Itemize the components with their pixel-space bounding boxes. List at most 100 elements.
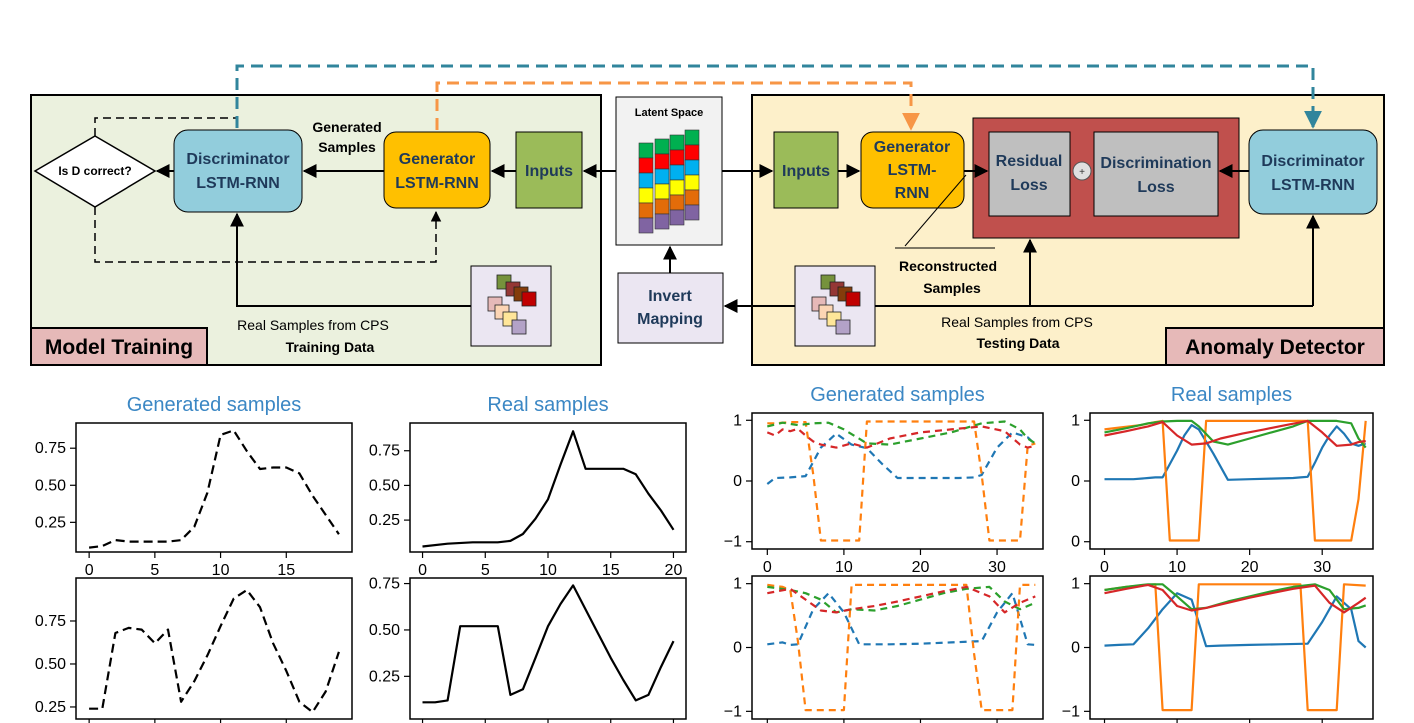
latent-cell <box>684 204 700 221</box>
y-tick-label: 1 <box>733 576 742 593</box>
x-tick-label: 15 <box>277 562 295 579</box>
chart-5: 0 10 20 30 −1 0 1 Generated samples <box>724 384 1044 576</box>
y-tick-label: 0.50 <box>35 477 66 494</box>
generated-samples-line2: Samples <box>318 139 376 155</box>
residual-loss-line1: Residual <box>996 153 1063 170</box>
training-inputs-label: Inputs <box>525 163 573 180</box>
x-tick-label: 15 <box>602 562 620 579</box>
chart-frame <box>1089 575 1374 720</box>
series-line-1 <box>1104 424 1367 481</box>
y-tick-label: 0.25 <box>369 512 400 529</box>
y-tick-label: 0 <box>1071 534 1080 551</box>
invert-mapping <box>617 272 724 344</box>
training-data-label: Training Data <box>286 339 375 355</box>
x-tick-label: 0 <box>85 562 94 579</box>
series-line-1 <box>1104 592 1367 649</box>
latent-space: Latent Space <box>615 96 723 246</box>
latent-cell <box>684 129 700 146</box>
chart-7: −1 0 1 <box>724 575 1044 723</box>
series-line-1 <box>88 429 340 549</box>
latent-cell <box>669 164 685 181</box>
residual-loss-line2: Loss <box>1010 177 1047 194</box>
chart-frame <box>409 422 687 553</box>
x-tick-label: 0 <box>418 562 427 579</box>
chart-frame <box>751 575 1044 720</box>
y-tick-label: 0.75 <box>369 443 400 460</box>
latent-grid <box>638 129 700 234</box>
chart-8: −1 0 1 <box>1062 575 1374 723</box>
series-line-4 <box>767 585 1036 614</box>
x-tick-label: 10 <box>539 562 557 579</box>
chart-3: 0.25 0.50 0.75 <box>35 577 353 723</box>
y-tick-label: −1 <box>1062 703 1080 720</box>
detector-generator-line2: LSTM- <box>888 162 937 179</box>
y-tick-label: 0 <box>1071 473 1080 490</box>
series-line-1 <box>422 584 675 704</box>
reconstructed-pointer <box>904 174 967 247</box>
discrimination-loss-box <box>1093 131 1219 217</box>
chart-frame <box>751 412 1044 550</box>
residual-loss-box <box>988 131 1071 217</box>
testing-samples-icon <box>794 265 876 347</box>
series-line-2 <box>767 420 1036 542</box>
x-tick-label: 10 <box>212 562 230 579</box>
latent-cell <box>669 179 685 196</box>
latent-cell <box>638 157 654 174</box>
latent-cell <box>669 194 685 211</box>
x-tick-label: 0 <box>763 559 772 576</box>
y-tick-label: −1 <box>724 534 742 551</box>
x-tick-label: 0 <box>1100 559 1109 576</box>
plus-circle <box>1072 161 1092 181</box>
y-tick-label: 0.75 <box>35 613 66 630</box>
plus-sign: + <box>1079 167 1085 178</box>
discrimination-loss-line1: Discrimination <box>1100 155 1211 172</box>
latent-cell <box>669 209 685 226</box>
latent-cell <box>638 172 654 189</box>
series-line-2 <box>767 583 1036 712</box>
latent-cell <box>669 134 685 151</box>
x-tick-label: 5 <box>481 562 490 579</box>
series-line-4 <box>766 425 1036 449</box>
y-tick-label: 0.50 <box>369 622 400 639</box>
training-generator-line2: LSTM-RNN <box>395 175 479 192</box>
detector-generator-line3: RNN <box>895 185 930 202</box>
decision-label: Is D correct? <box>58 164 131 178</box>
chart-6: 0 10 20 30 0 0 1 Real samples <box>1071 384 1374 576</box>
training-generator <box>383 131 491 209</box>
y-tick-label: 0.25 <box>369 668 400 685</box>
x-tick-label: 20 <box>1241 559 1259 576</box>
generator-sharing-link <box>435 81 920 131</box>
chart-1: 0 5 10 15 0.25 0.50 0.75 Generated samples <box>35 394 353 579</box>
chart-frame <box>409 577 687 720</box>
anomaly-detector-tag: Anomaly Detector <box>1165 327 1385 366</box>
detector-discriminator-line1: Discriminator <box>1261 153 1364 170</box>
y-tick-label: 0 <box>1071 640 1080 657</box>
architecture: Model Training Anomaly Detector Is D cor… <box>30 64 1385 366</box>
latent-cell <box>638 202 654 219</box>
feedback-loop-bottom <box>94 207 442 263</box>
chart-frame <box>75 422 353 553</box>
latent-cell <box>638 142 654 159</box>
training-discriminator <box>173 129 303 213</box>
latent-cell <box>638 217 654 234</box>
y-tick-label: 0.75 <box>35 440 66 457</box>
y-tick-label: 0.25 <box>35 514 66 531</box>
chart-title: Real samples <box>1171 384 1292 406</box>
latent-cell <box>638 187 654 204</box>
y-tick-label: 1 <box>1071 576 1080 593</box>
y-tick-label: 1 <box>1071 412 1080 429</box>
y-tick-label: 0.25 <box>35 699 66 716</box>
model-training-label: Model Training <box>45 336 193 359</box>
reconstructed-line1: Reconstructed <box>899 258 997 274</box>
training-inputs <box>515 131 583 209</box>
latent-cell <box>684 144 700 161</box>
y-tick-label: 0.50 <box>369 477 400 494</box>
latent-cell <box>669 149 685 166</box>
y-tick-label: 1 <box>733 412 742 429</box>
chart-title: Real samples <box>487 394 608 416</box>
latent-cell <box>654 198 670 215</box>
training-discriminator-line1: Discriminator <box>186 151 289 168</box>
x-tick-label: 30 <box>1313 559 1331 576</box>
series-line-1 <box>766 431 1037 485</box>
